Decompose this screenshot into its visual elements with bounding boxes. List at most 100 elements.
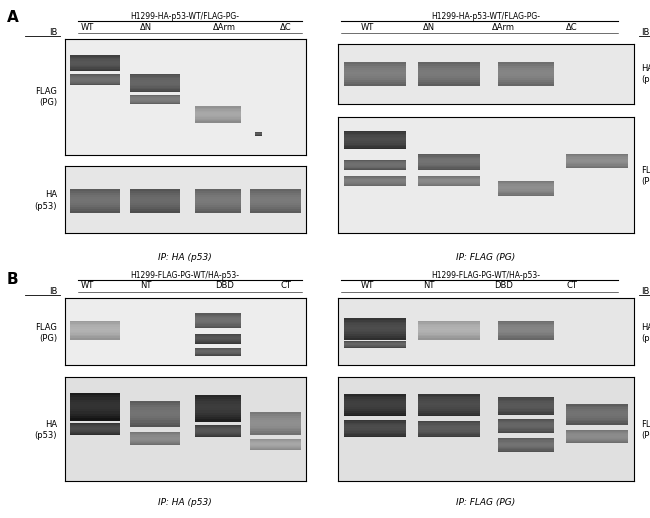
Bar <box>130 190 181 213</box>
Bar <box>344 409 406 411</box>
Bar <box>195 116 240 117</box>
Bar <box>566 432 628 433</box>
Text: IB: IB <box>49 286 57 296</box>
Bar <box>418 165 480 166</box>
Bar <box>344 164 406 165</box>
Bar <box>418 430 480 431</box>
Bar <box>344 62 406 85</box>
Bar <box>195 432 240 433</box>
Bar <box>418 162 480 163</box>
Bar <box>130 407 181 410</box>
Bar <box>344 343 406 344</box>
Bar <box>70 404 120 407</box>
Bar <box>344 333 406 334</box>
Bar <box>130 405 181 407</box>
Bar <box>130 89 181 91</box>
Bar <box>195 348 240 356</box>
Bar <box>498 411 554 412</box>
Bar <box>418 321 480 322</box>
Bar <box>418 68 480 70</box>
Bar <box>70 337 120 338</box>
Bar <box>566 416 628 418</box>
Bar <box>344 72 406 74</box>
Bar <box>418 436 480 437</box>
Bar <box>195 107 240 108</box>
Bar <box>498 70 554 72</box>
Bar <box>498 84 554 85</box>
Bar <box>418 84 480 85</box>
Bar <box>250 433 301 435</box>
Bar <box>418 433 480 435</box>
Bar <box>130 191 181 193</box>
Bar <box>566 440 628 441</box>
Bar <box>344 140 406 141</box>
Bar <box>70 430 120 431</box>
Bar <box>130 195 181 197</box>
Bar <box>195 415 240 417</box>
Bar <box>344 325 406 327</box>
Bar <box>195 110 240 112</box>
Bar <box>344 425 406 427</box>
Bar <box>498 332 554 333</box>
Bar <box>498 337 554 338</box>
Bar <box>195 335 240 336</box>
Bar <box>498 397 554 415</box>
Bar <box>70 62 120 63</box>
Bar <box>498 181 554 182</box>
Bar <box>70 207 120 209</box>
Bar <box>195 108 240 109</box>
Bar <box>195 324 240 326</box>
Bar <box>344 132 406 134</box>
Bar <box>498 64 554 66</box>
Bar <box>195 112 240 113</box>
Bar <box>70 324 120 325</box>
Bar <box>70 201 120 203</box>
Bar <box>70 191 120 193</box>
Bar <box>250 429 301 431</box>
Bar <box>195 430 240 431</box>
Bar <box>344 185 406 186</box>
Bar <box>344 420 406 421</box>
Bar <box>418 66 480 68</box>
Bar <box>498 419 554 433</box>
Bar <box>130 95 181 104</box>
Bar <box>344 334 406 336</box>
Bar <box>344 414 406 416</box>
Bar <box>70 70 120 71</box>
Bar <box>566 423 628 425</box>
Bar <box>344 180 406 181</box>
Bar <box>418 409 480 411</box>
Bar <box>70 55 120 56</box>
Bar <box>344 70 406 72</box>
Bar <box>70 199 120 201</box>
Bar <box>344 341 406 342</box>
Bar <box>498 188 554 190</box>
Bar <box>498 406 554 408</box>
Bar <box>418 322 480 324</box>
Bar <box>70 330 120 332</box>
Bar <box>498 78 554 80</box>
Bar <box>498 412 554 414</box>
Bar <box>418 183 480 184</box>
Bar <box>498 192 554 193</box>
Bar <box>498 408 554 409</box>
Bar <box>70 74 120 75</box>
Bar <box>498 429 554 430</box>
Bar <box>130 416 181 418</box>
Bar <box>498 324 554 325</box>
Bar <box>130 79 181 80</box>
Bar <box>344 176 406 177</box>
Bar <box>344 434 406 436</box>
Bar <box>498 335 554 337</box>
Bar <box>498 182 554 183</box>
Bar <box>250 439 301 440</box>
Bar <box>70 393 120 395</box>
Bar <box>566 409 628 411</box>
Bar <box>70 205 120 207</box>
Bar <box>130 97 181 98</box>
Text: HA
(p53): HA (p53) <box>642 323 650 342</box>
Bar <box>195 317 240 318</box>
Bar <box>130 432 181 433</box>
Bar <box>418 62 480 64</box>
Bar <box>498 446 554 447</box>
